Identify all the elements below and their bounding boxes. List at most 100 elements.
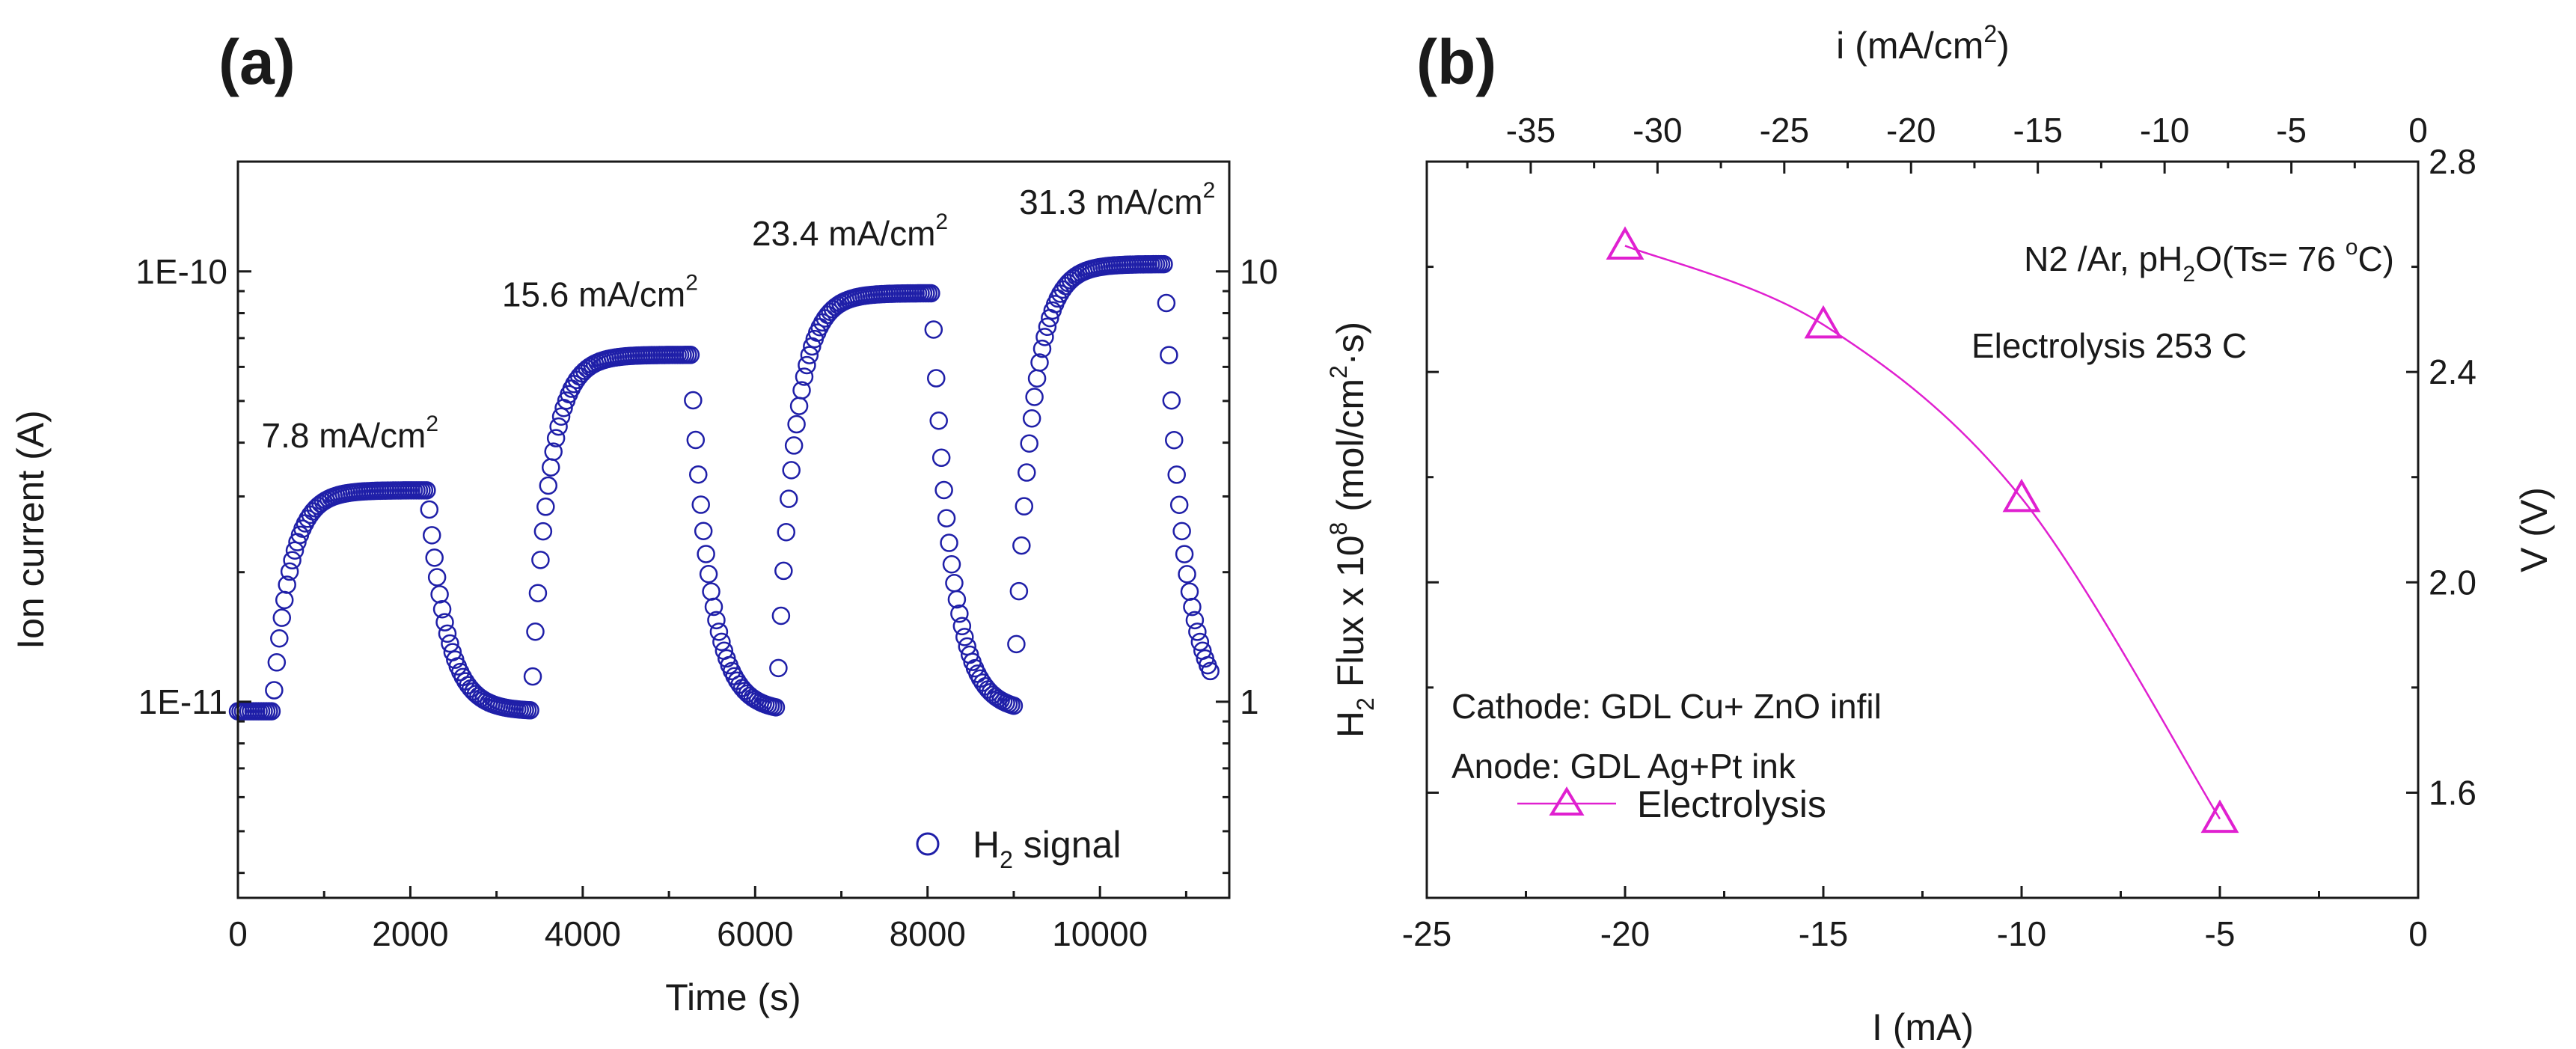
a-annotation-step-2: 15.6 mA/cm2: [502, 270, 698, 314]
a-data-point: [1007, 634, 1026, 654]
b-y2-axis-ticks: 1.6 2.0 2.4 2.8: [1427, 142, 2476, 812]
a-data-point: [417, 481, 436, 500]
a-x-tick-label: 2000: [372, 914, 448, 953]
a-data-point: [922, 284, 940, 303]
a-y2-tick-label: 10: [1240, 252, 1278, 291]
a-data-point: [704, 597, 723, 617]
a-data-point: [1157, 293, 1176, 313]
a-data-point: [265, 681, 284, 700]
a-data-point: [430, 585, 449, 604]
b-x-tick-label: -5: [2205, 914, 2236, 953]
a-data-point: [270, 629, 289, 648]
a-data-point: [551, 407, 571, 426]
a-data-point: [947, 590, 967, 609]
a-data-point: [945, 574, 964, 593]
a-data-point: [950, 604, 969, 623]
a-data-point: [438, 624, 457, 643]
a-data-point: [1178, 565, 1196, 584]
a-data-point: [1201, 661, 1220, 681]
a-data-point: [1025, 388, 1044, 406]
b-annotation-cathode: Cathode: GDL Cu+ ZnO infil: [1451, 687, 1882, 726]
b-data-point: [1804, 305, 1843, 339]
b-x2-tick-label: -35: [1506, 111, 1555, 150]
a-data-point: [942, 554, 961, 574]
a-data-point: [694, 522, 713, 540]
b-x-axis-label: I (mA): [1872, 1006, 1974, 1048]
b-x-tick-label: -10: [1997, 914, 2046, 953]
a-legend: H2 signal: [916, 824, 1121, 873]
a-y2-axis-label: H2 Flux x 108 (mol/cm2·s): [1325, 322, 1379, 738]
b-x2-tick-label: -5: [2276, 111, 2307, 150]
a-data-points: [228, 254, 1220, 721]
a-data-point: [1012, 536, 1031, 555]
a-data-point: [787, 415, 806, 434]
a-data-point: [420, 500, 439, 519]
a-data-point: [766, 698, 786, 717]
a-data-point: [792, 381, 811, 400]
a-data-point: [709, 623, 729, 641]
b-y2-tick-label: 2.8: [2429, 142, 2476, 181]
a-data-point: [686, 430, 706, 450]
a-data-point: [777, 522, 796, 542]
a-data-point: [697, 545, 715, 563]
a-plot-frame: [236, 160, 1231, 899]
a-annotation-step-3: 23.4 mA/cm2: [752, 210, 948, 253]
a-data-point: [280, 562, 299, 581]
a-data-point: [528, 584, 548, 602]
a-data-point: [1162, 391, 1181, 410]
a-data-point: [523, 667, 542, 686]
a-data-point: [546, 429, 566, 447]
a-data-point: [771, 606, 791, 626]
a-data-point: [533, 522, 553, 541]
a-data-point: [691, 495, 710, 514]
a-data-point: [278, 575, 296, 594]
b-data-point: [2002, 478, 2041, 513]
a-data-point: [789, 397, 809, 415]
a-annotations: 7.8 mA/cm2 15.6 mA/cm2 23.4 mA/cm2 31.3 …: [262, 178, 1216, 455]
a-data-point: [707, 611, 726, 630]
b-y2-tick-label: 2.0: [2429, 563, 2476, 602]
a-data-point: [283, 551, 302, 570]
a-data-point: [1172, 522, 1191, 541]
a-x-tick-label: 0: [228, 914, 248, 953]
a-data-point: [1175, 545, 1194, 563]
a-data-point: [1004, 696, 1024, 715]
a-data-point: [1180, 582, 1199, 601]
b-x-tick-label: -15: [1799, 914, 1848, 953]
a-data-point: [798, 355, 816, 375]
a-x-tick-label: 8000: [890, 914, 966, 953]
a-data-point: [275, 590, 294, 610]
a-data-point: [262, 702, 281, 721]
a-data-point: [940, 533, 958, 552]
b-x-tick-label: -20: [1600, 914, 1650, 953]
a-data-point: [1027, 369, 1047, 388]
b-x2-tick-label: -25: [1760, 111, 1809, 150]
a-data-point: [929, 412, 948, 430]
a-x-axis-label: Time (s): [665, 976, 801, 1018]
a-data-point: [1154, 254, 1173, 274]
a-annotation-step-4: 31.3 mA/cm2: [1019, 178, 1215, 221]
b-annotation-anode: Anode: GDL Ag+Pt ink: [1451, 747, 1796, 786]
b-data-point: [1606, 226, 1645, 260]
a-data-point: [267, 653, 287, 672]
a-data-point: [779, 489, 798, 508]
a-data-point: [1185, 611, 1205, 630]
b-legend-marker: [1549, 786, 1585, 816]
a-data-point: [774, 561, 793, 581]
b-x2-tick-label: 0: [2408, 111, 2428, 150]
a-x-tick-label: 10000: [1052, 914, 1148, 953]
a-data-point: [1009, 581, 1029, 601]
a-y-axis-ticks: 1E-11 1E-10: [135, 252, 251, 875]
a-data-point: [784, 436, 804, 455]
a-data-point: [924, 320, 943, 339]
a-data-point: [782, 461, 801, 480]
panel-a-label: (a): [218, 27, 296, 97]
a-data-point: [441, 634, 459, 653]
a-x-tick-label: 4000: [545, 914, 621, 953]
b-x2-tick-label: -30: [1633, 111, 1682, 150]
b-x2-axis-label: i (mA/cm2): [1836, 20, 2010, 67]
a-data-point: [536, 498, 555, 516]
a-data-point: [955, 628, 974, 646]
a-data-point: [531, 551, 550, 569]
a-data-point: [702, 582, 721, 601]
